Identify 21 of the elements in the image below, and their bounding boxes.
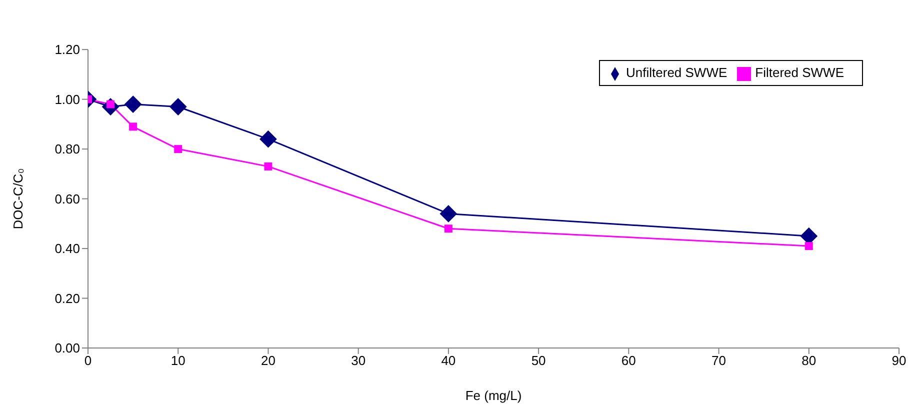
x-tick-label: 40 — [441, 353, 456, 368]
x-tick-label: 10 — [170, 353, 186, 368]
y-tick-label: 0.00 — [54, 340, 80, 356]
y-tick-label: 0.60 — [54, 191, 80, 206]
x-tick-label: 70 — [712, 353, 726, 368]
legend-label: Filtered SWWE — [755, 65, 844, 80]
legend-label: Unfiltered SWWE — [626, 65, 728, 80]
x-tick-label: 90 — [892, 353, 906, 368]
y-axis-title: DOC-C/C₀ — [10, 168, 26, 230]
y-tick-label: 0.40 — [54, 241, 80, 256]
y-tick-label: 1.00 — [54, 92, 80, 107]
x-tick-label: 60 — [621, 353, 636, 368]
x-tick-label: 80 — [802, 353, 816, 368]
x-tick-label: 50 — [531, 353, 546, 368]
y-tick-label: 1.20 — [54, 42, 80, 58]
y-tick-label: 0.20 — [54, 290, 80, 306]
x-tick-label: 30 — [351, 353, 366, 368]
x-tick-label: 0 — [84, 353, 92, 368]
x-tick-label: 20 — [260, 353, 276, 368]
y-tick-label: 0.80 — [54, 142, 80, 157]
x-axis-title: Fe (mg/L) — [465, 388, 522, 403]
